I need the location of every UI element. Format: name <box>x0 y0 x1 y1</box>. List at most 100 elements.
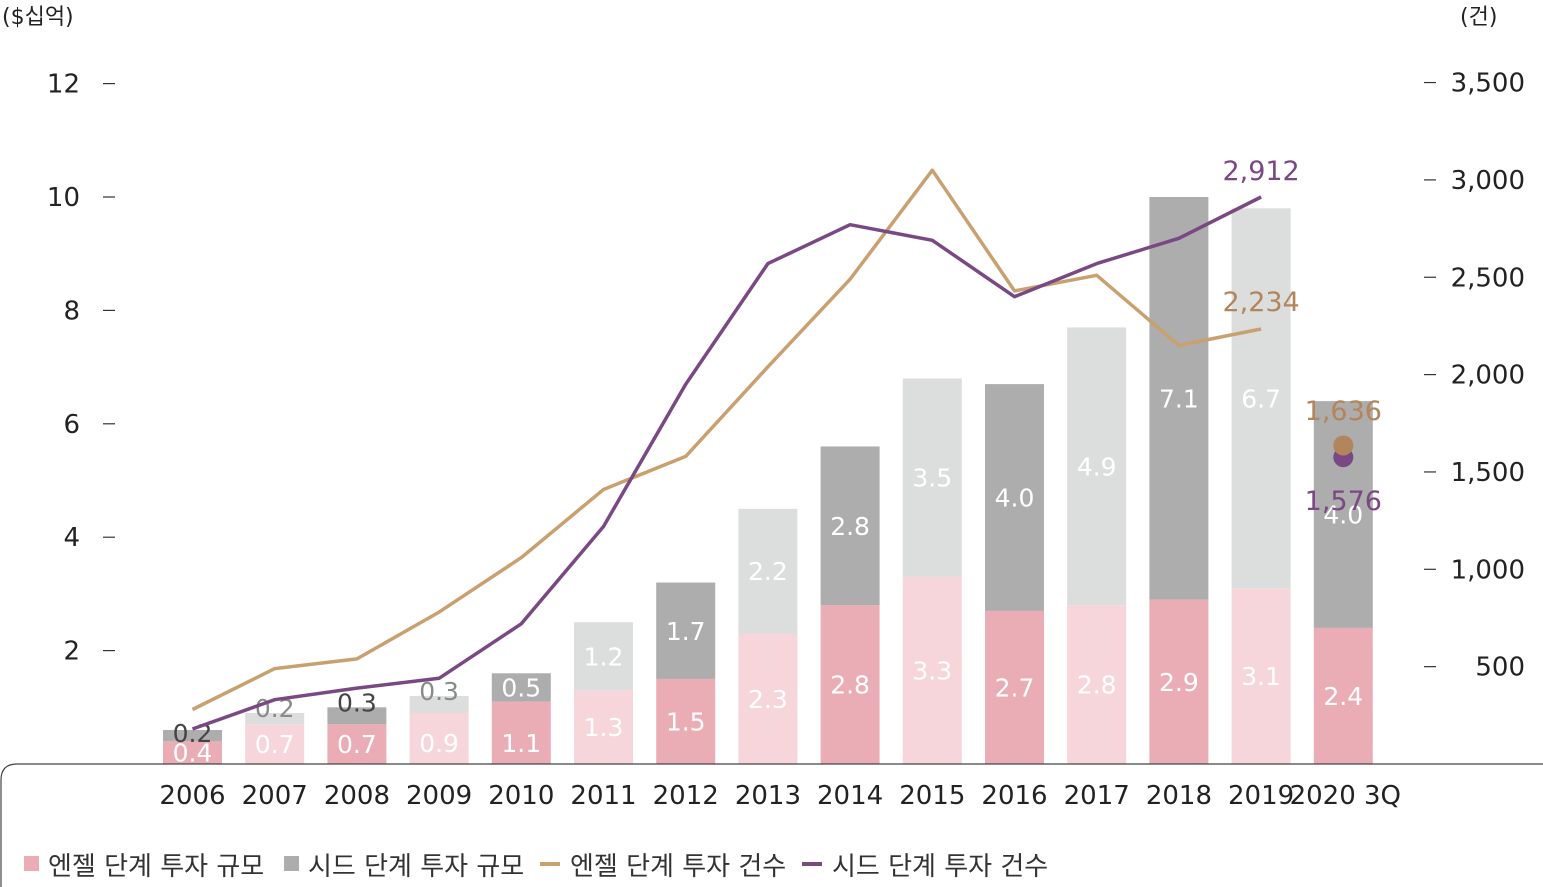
bar-seed-label: 4.0 <box>1323 501 1363 530</box>
bar-seed <box>245 712 305 725</box>
bar-angel <box>985 610 1044 764</box>
bar-angel <box>902 576 962 764</box>
x-tick-label: 2013 <box>735 781 801 811</box>
bar-seed <box>1231 208 1291 589</box>
x-tick-label: 2011 <box>570 781 636 811</box>
legend-angel-amount-swatch <box>24 856 39 871</box>
line-angel-count <box>191 168 1262 712</box>
legend-frame <box>0 763 1543 887</box>
x-tick-label: 2012 <box>653 781 719 811</box>
bar-seed-label: 0.3 <box>337 688 377 717</box>
bar-labels: 0.40.2 0.70.20.70.30.90.31.10.51.31.21.51… <box>173 384 1364 767</box>
bar-angel-label: 0.7 <box>337 730 377 759</box>
y-left-tick-label: 6 <box>63 410 80 440</box>
y-left-tick-label: 4 <box>63 523 80 553</box>
bar-angel-label: 3.3 <box>912 656 952 685</box>
bar-seed <box>163 729 222 742</box>
y-right-tick-label: 2,000 <box>1451 361 1525 391</box>
bar-seed-label: 1.7 <box>666 617 706 646</box>
x-tick-label: 2014 <box>817 781 883 811</box>
bar-angel-label: 1.3 <box>584 713 624 742</box>
legend: 엔젤 단계 투자 규모 시드 단계 투자 규모 엔젤 단계 투자 건수 시드 단계 투… <box>24 852 1048 882</box>
annotation-seed-2020: 1,576 <box>1305 486 1382 517</box>
x-tick-label: 2006 <box>159 781 225 811</box>
bar-angel <box>491 701 551 764</box>
x-tick-label: 2010 <box>488 781 554 811</box>
bar-angel-label: 2.8 <box>830 671 870 700</box>
bar-seed-label: 4.0 <box>995 484 1035 513</box>
y-right-unit: (건) <box>1460 5 1497 30</box>
bar-angel <box>327 724 387 764</box>
bar-seed <box>902 378 962 577</box>
bar-angel <box>574 690 633 764</box>
y-left-unit: ($십억) <box>2 5 74 30</box>
bar-angel-label: 2.3 <box>748 685 788 714</box>
line-seed-count <box>191 195 1262 731</box>
bar-seed-label: 0.3 <box>419 677 459 706</box>
legend-angel-count: 엔젤 단계 투자 건수 <box>570 852 786 882</box>
lines <box>191 168 1354 731</box>
bar-angel-label: 2.4 <box>1323 682 1363 711</box>
y-right-tick-label: 2,500 <box>1451 263 1525 293</box>
legend-seed-amount-swatch <box>284 856 299 871</box>
bar-angel-label: 3.1 <box>1241 662 1281 691</box>
x-tick-label: 2007 <box>242 781 308 811</box>
bar-seed <box>820 446 880 606</box>
x-tick-label: 2017 <box>1064 781 1130 811</box>
point-angel-count-2020 <box>1333 435 1354 456</box>
axes: 2 4 6 8 10 12 500 1,000 1,500 2,000 2,500 3,000 3,50… <box>47 69 1525 683</box>
bar-seed-label: 6.7 <box>1241 384 1281 413</box>
bar-angel-label: 2.9 <box>1159 668 1199 697</box>
x-tick-label: 2020 3Q <box>1290 781 1401 811</box>
bar-seed <box>1067 327 1127 606</box>
x-tick-label: 2019 <box>1228 781 1294 811</box>
bar-angel <box>820 605 880 764</box>
bar-angel-label: 0.7 <box>255 730 295 759</box>
bar-angel-label: 2.8 <box>1077 671 1117 700</box>
bar-seed-label: 0.5 <box>501 673 541 702</box>
bar-seed <box>574 622 633 691</box>
legend-angel-amount: 엔젤 단계 투자 규모 <box>48 852 264 882</box>
y-left-tick-label: 10 <box>47 183 80 213</box>
bar-angel-label: 1.1 <box>501 729 541 758</box>
bar-seed <box>738 508 798 634</box>
line-annotations: 2,912 2,234 1,636 1,576 <box>1222 156 1381 517</box>
y-right-tick-label: 1,000 <box>1451 555 1525 585</box>
bar-seed-label: 7.1 <box>1159 384 1199 413</box>
bar-angel <box>1231 588 1291 764</box>
bar-seed <box>985 384 1044 611</box>
y-right-tick-label: 3,500 <box>1451 69 1525 99</box>
legend-seed-count: 시드 단계 투자 건수 <box>832 852 1048 882</box>
x-tick-label: 2009 <box>406 781 472 811</box>
bar-seed-label: 2.2 <box>748 557 788 586</box>
bar-seed <box>656 582 716 679</box>
bar-angel <box>163 741 222 764</box>
x-tick-label: 2015 <box>899 781 965 811</box>
bar-angel-label: 0.4 <box>173 739 213 768</box>
bar-angel <box>1149 599 1209 764</box>
y-left-tick-label: 8 <box>63 296 80 326</box>
annotation-angel-2019: 2,234 <box>1222 287 1299 318</box>
annotation-angel-2020: 1,636 <box>1305 396 1382 427</box>
bar-angel <box>1313 627 1373 764</box>
bar-seed <box>327 707 387 725</box>
bar-seed-label: 4.9 <box>1077 452 1117 481</box>
y-right-tick-label: 500 <box>1475 653 1525 683</box>
bars <box>163 197 1373 764</box>
bar-angel-label: 2.7 <box>995 673 1035 702</box>
x-tick-label: 2008 <box>324 781 390 811</box>
bar-angel-label: 0.9 <box>419 729 459 758</box>
y-left-tick-label: 12 <box>47 70 80 100</box>
bar-seed-label: 2.8 <box>830 512 870 541</box>
bar-seed-label: 1.2 <box>584 642 624 671</box>
x-tick-label: 2018 <box>1146 781 1212 811</box>
bar-angel <box>245 724 305 764</box>
y-right-tick-label: 1,500 <box>1451 458 1525 488</box>
bar-seed <box>409 695 469 713</box>
bar-seed-label: 3.5 <box>912 464 952 493</box>
x-axis-labels: 2006 2007 2008 2009 2010 2011 2012 2013 2014 2015… <box>159 781 1401 811</box>
bar-angel <box>409 712 469 764</box>
legend-frame-border <box>0 763 1543 887</box>
y-right-tick-label: 3,000 <box>1451 166 1525 196</box>
